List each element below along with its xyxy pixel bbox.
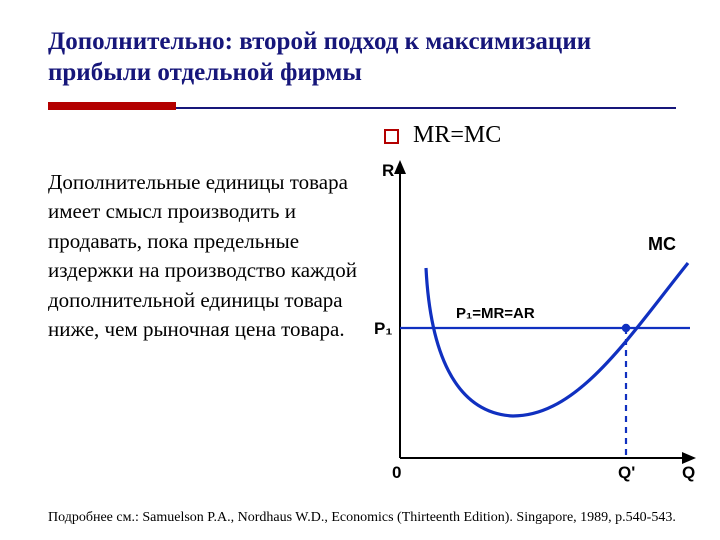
title-rule bbox=[48, 100, 676, 110]
slide-title: Дополнительно: второй подход к максимиза… bbox=[48, 26, 668, 89]
mc-label: MC bbox=[648, 234, 676, 254]
origin-label: 0 bbox=[392, 463, 401, 482]
p1-top-label: P₁=MR=AR bbox=[456, 305, 535, 322]
y-axis-label: R bbox=[382, 161, 394, 180]
body-paragraph: Дополнительные единицы товара имеет смыс… bbox=[48, 168, 368, 344]
x-axis-label: Q bbox=[682, 463, 695, 482]
bullet-text: MR=MC bbox=[413, 122, 501, 149]
rule-thick bbox=[48, 102, 176, 110]
bullet-row: MR=MC bbox=[384, 122, 501, 149]
footnote: Подробнее см.: Samuelson P.A., Nordhaus … bbox=[48, 510, 688, 526]
mc-curve bbox=[426, 263, 688, 416]
mc-chart: R Q 0 Q' P₁ P₁=MR=AR MC bbox=[368, 158, 698, 488]
p1-left-label: P₁ bbox=[374, 319, 392, 338]
bullet-box-icon bbox=[384, 129, 399, 144]
q-prime-label: Q' bbox=[618, 463, 635, 482]
intersection-point bbox=[622, 324, 630, 332]
